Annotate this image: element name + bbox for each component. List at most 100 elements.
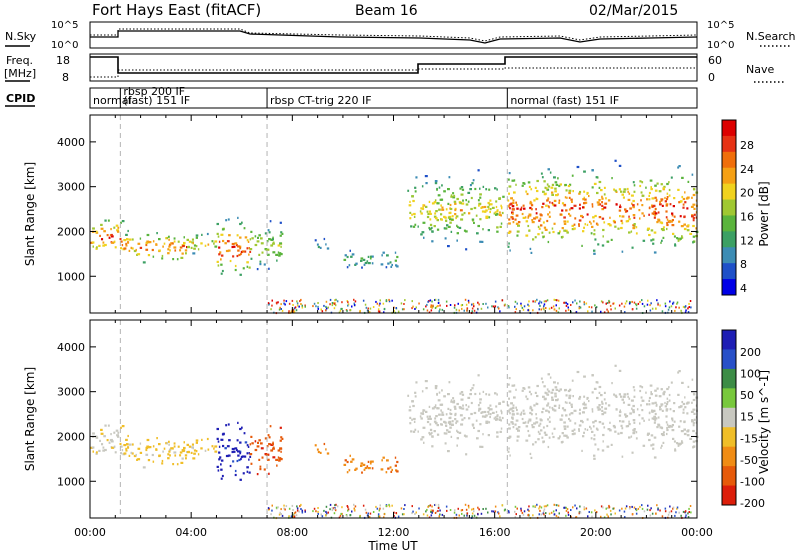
velocity-cell [542, 426, 545, 429]
power-cell [590, 306, 593, 309]
velocity-cell [458, 514, 460, 517]
power-cell [581, 216, 584, 219]
power-cell [195, 236, 198, 239]
velocity-cell [346, 514, 348, 517]
power-cell [353, 298, 355, 301]
power-cell [514, 218, 517, 221]
velocity-cell [414, 428, 417, 431]
velocity-cell [522, 409, 525, 412]
velocity-cell [355, 467, 358, 470]
velocity-cell [572, 395, 574, 398]
velocity-cell [666, 403, 669, 406]
power-cell [414, 186, 417, 189]
velocity-cell [332, 507, 335, 510]
velocity-cell [391, 468, 393, 472]
velocity-cell [510, 402, 513, 405]
power-cell [100, 223, 103, 226]
velocity-cell [127, 434, 129, 438]
velocity-cell [628, 436, 631, 439]
power-cell [185, 252, 187, 255]
velocity-cell [163, 447, 166, 450]
power-cell [685, 309, 687, 312]
power-cell [613, 188, 615, 191]
velocity-cell [549, 416, 551, 419]
power-cell [479, 193, 482, 196]
velocity-cell [483, 410, 487, 414]
power-cell [679, 215, 682, 218]
velocity-cell [516, 435, 520, 438]
velocity-cell [540, 506, 543, 509]
power-cell [614, 189, 617, 192]
power-cell [601, 197, 604, 200]
velocity-cell [190, 451, 193, 454]
power-cell [120, 247, 123, 250]
power-cell [673, 197, 676, 200]
velocity-cell [448, 381, 451, 384]
velocity-cell [450, 400, 453, 403]
velocity-cell [449, 408, 452, 412]
velocity-cell [570, 412, 574, 415]
velocity-cell [275, 506, 278, 509]
velocity-cell [471, 508, 473, 511]
velocity-cell [173, 442, 176, 445]
power-cell [340, 307, 342, 310]
velocity-cell [542, 407, 545, 410]
velocity-cell [650, 444, 653, 447]
velocity-colorbar-frame [721, 329, 737, 506]
velocity-cell [478, 407, 482, 410]
velocity-cell [261, 456, 264, 459]
power-cell [548, 215, 551, 218]
velocity-cell [436, 433, 440, 436]
power-cell [579, 300, 581, 303]
power-cell [385, 266, 388, 269]
velocity-cell [411, 400, 414, 403]
velocity-cell [319, 451, 322, 454]
power-cell [692, 193, 696, 197]
power-cell [127, 229, 129, 233]
power-cell [516, 207, 519, 210]
velocity-cell [543, 385, 546, 388]
power-cell [570, 304, 572, 306]
power-cell [213, 242, 215, 245]
power-cell [490, 208, 492, 211]
velocity-cell [624, 415, 627, 418]
velocity-cell [168, 450, 171, 453]
velocity-cell [591, 374, 594, 377]
power-cell [625, 300, 628, 303]
velocity-cell [601, 400, 603, 403]
velocity-cell [388, 505, 391, 508]
velocity-cell [218, 451, 221, 454]
velocity-cell [659, 405, 661, 408]
power-cell [461, 213, 464, 216]
velocity-colorbar-swatch [722, 427, 736, 448]
velocity-cell [123, 452, 127, 455]
power-cell [259, 260, 262, 263]
power-cell [551, 201, 554, 205]
power-cell [621, 302, 623, 305]
power-cell [239, 222, 242, 226]
power-cell [530, 251, 533, 254]
velocity-cell [197, 453, 200, 456]
power-cell [450, 207, 453, 211]
power-cell [168, 243, 172, 246]
velocity-cell [193, 452, 196, 455]
power-cell [660, 183, 663, 186]
velocity-cell [557, 504, 560, 507]
velocity-cell [515, 513, 517, 516]
velocity-cell [646, 403, 649, 406]
velocity-cell [654, 401, 657, 404]
velocity-cell [583, 395, 586, 398]
velocity-cell [443, 420, 446, 423]
power-cell [686, 207, 689, 210]
velocity-cell [236, 449, 238, 452]
velocity-cell [428, 405, 431, 408]
velocity-cell [433, 406, 437, 409]
velocity-cell [673, 440, 676, 443]
power-cell [304, 304, 306, 307]
power-cell [527, 181, 531, 184]
power-cell [192, 252, 196, 255]
velocity-cell [653, 456, 657, 459]
velocity-cell [465, 508, 468, 511]
power-cell [151, 248, 154, 252]
power-cell [620, 219, 623, 222]
